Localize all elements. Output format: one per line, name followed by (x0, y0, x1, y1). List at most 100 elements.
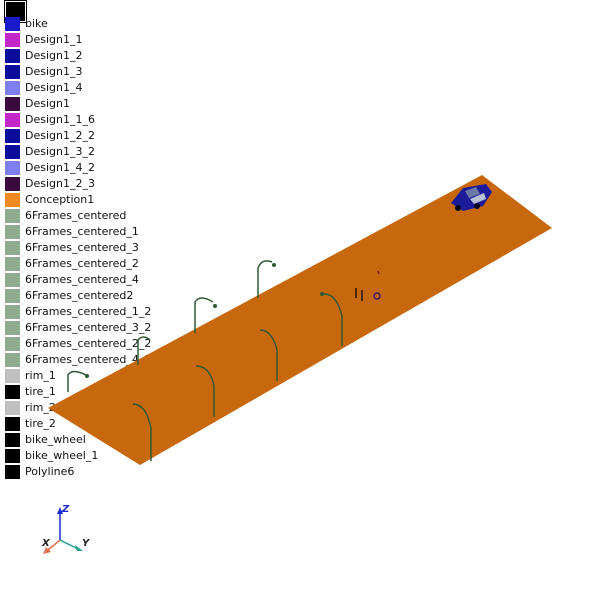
street-lamp (195, 365, 215, 417)
legend-item[interactable]: bike_wheel (5, 432, 185, 448)
legend-label: rim_1 (25, 369, 56, 382)
legend-color-swatch (5, 321, 20, 335)
legend-color-swatch (5, 97, 20, 111)
legend-item[interactable]: Design1_2 (5, 48, 185, 64)
legend-label: 6Frames_centered (25, 209, 127, 222)
legend-item[interactable]: 6Frames_centered_2_2 (5, 336, 185, 352)
legend-color-swatch (5, 49, 20, 63)
legend-label: Design1_2 (25, 49, 83, 62)
street-lamp (259, 329, 278, 381)
legend-label: bike (25, 17, 48, 30)
legend-color-swatch (5, 385, 20, 399)
legend-item[interactable]: 6Frames_centered_1_2 (5, 304, 185, 320)
street-lamp (67, 370, 89, 392)
legend-item[interactable]: rim_2 (5, 400, 185, 416)
legend-label: 6Frames_centered_2_2 (25, 337, 152, 350)
orientation-axes: Z X Y (41, 504, 91, 554)
legend-item[interactable]: rim_1 (5, 368, 185, 384)
street-lamp (132, 403, 152, 461)
legend-item[interactable]: bike (5, 16, 185, 32)
legend-color-swatch (5, 193, 20, 207)
legend-label: Design1_3_2 (25, 145, 95, 158)
legend-label: bike_wheel (25, 433, 86, 446)
legend-color-swatch (5, 33, 20, 47)
street-lamp (137, 336, 151, 365)
legend-item[interactable]: Design1_4_2 (5, 160, 185, 176)
legend-color-swatch (5, 209, 20, 223)
legend-item[interactable]: 6Frames_centered_1 (5, 224, 185, 240)
legend-label: tire_2 (25, 417, 56, 430)
legend-item[interactable]: 6Frames_centered_3_2 (5, 320, 185, 336)
legend-color-swatch (5, 161, 20, 175)
legend-color-swatch (5, 337, 20, 351)
legend-item[interactable]: 6Frames_centered_4 (5, 272, 185, 288)
scene-legend: bike Design1_1 Design1_2 Design1_3 Design1_4… (5, 16, 185, 480)
legend-color-swatch (5, 401, 20, 415)
legend-label: Design1_2_3 (25, 177, 95, 190)
legend-label: 6Frames_centered_1 (25, 225, 139, 238)
legend-item[interactable]: Design1_1_6 (5, 112, 185, 128)
legend-color-swatch (5, 417, 20, 431)
legend-color-swatch (5, 273, 20, 287)
car[interactable] (451, 184, 492, 211)
pedestrian-group (355, 270, 381, 301)
legend-color-swatch (5, 369, 20, 383)
x-axis-label: X (41, 538, 51, 549)
legend-color-swatch (5, 257, 20, 271)
legend-label: 6Frames_centered_1_2 (25, 305, 152, 318)
legend-label: 6Frames_centered2 (25, 289, 134, 302)
legend-color-swatch (5, 17, 20, 31)
legend-label: Design1_2_2 (25, 129, 95, 142)
legend-color-swatch (5, 241, 20, 255)
legend-item[interactable]: Design1_4 (5, 80, 185, 96)
legend-item[interactable]: Design1_2_3 (5, 176, 185, 192)
legend-item[interactable]: 6Frames_centered2 (5, 288, 185, 304)
legend-item[interactable]: Conception1 (5, 192, 185, 208)
legend-label: Design1_1_6 (25, 113, 95, 126)
legend-item[interactable]: 6Frames_centered_3 (5, 240, 185, 256)
legend-label: rim_2 (25, 401, 56, 414)
legend-color-swatch (5, 353, 20, 367)
ground-plane (48, 175, 552, 465)
z-axis-label: Z (61, 504, 70, 515)
legend-label: Conception1 (25, 193, 95, 206)
legend-label: Polyline6 (25, 465, 75, 478)
legend-label: Design1_4 (25, 81, 83, 94)
legend-label: bike_wheel_1 (25, 449, 99, 462)
legend-color-swatch (5, 465, 20, 479)
legend-item[interactable]: tire_1 (5, 384, 185, 400)
street-lamp (320, 292, 343, 346)
legend-color-swatch (5, 81, 20, 95)
legend-label: 6Frames_centered_4_2 (25, 353, 152, 366)
legend-item[interactable]: 6Frames_centered (5, 208, 185, 224)
legend-item[interactable]: 6Frames_centered_4_2 (5, 352, 185, 368)
legend-label: tire_1 (25, 385, 56, 398)
legend-color-swatch (5, 65, 20, 79)
legend-color-swatch (5, 449, 20, 463)
legend-color-swatch (5, 433, 20, 447)
legend-label: 6Frames_centered_3 (25, 241, 139, 254)
legend-item[interactable]: bike_wheel_1 (5, 448, 185, 464)
legend-label: Design1_1 (25, 33, 83, 46)
street-lamp (257, 260, 276, 298)
legend-item[interactable]: Design1_3 (5, 64, 185, 80)
legend-item[interactable]: Design1_3_2 (5, 144, 185, 160)
legend-color-swatch (5, 113, 20, 127)
legend-item[interactable]: Design1_2_2 (5, 128, 185, 144)
legend-item[interactable]: Design1_1 (5, 32, 185, 48)
legend-label: 6Frames_centered_3_2 (25, 321, 152, 334)
legend-label: Design1_4_2 (25, 161, 95, 174)
legend-item[interactable]: Polyline6 (5, 464, 185, 480)
legend-color-swatch (5, 177, 20, 191)
legend-item[interactable]: Design1 (5, 96, 185, 112)
legend-label: 6Frames_centered_4 (25, 273, 139, 286)
legend-color-swatch (5, 145, 20, 159)
legend-color-swatch (5, 225, 20, 239)
y-axis-label: Y (82, 538, 91, 549)
legend-color-swatch (5, 289, 20, 303)
legend-item[interactable]: tire_2 (5, 416, 185, 432)
legend-label: Design1_3 (25, 65, 83, 78)
legend-item[interactable]: 6Frames_centered_2 (5, 256, 185, 272)
legend-label: Design1 (25, 97, 70, 110)
